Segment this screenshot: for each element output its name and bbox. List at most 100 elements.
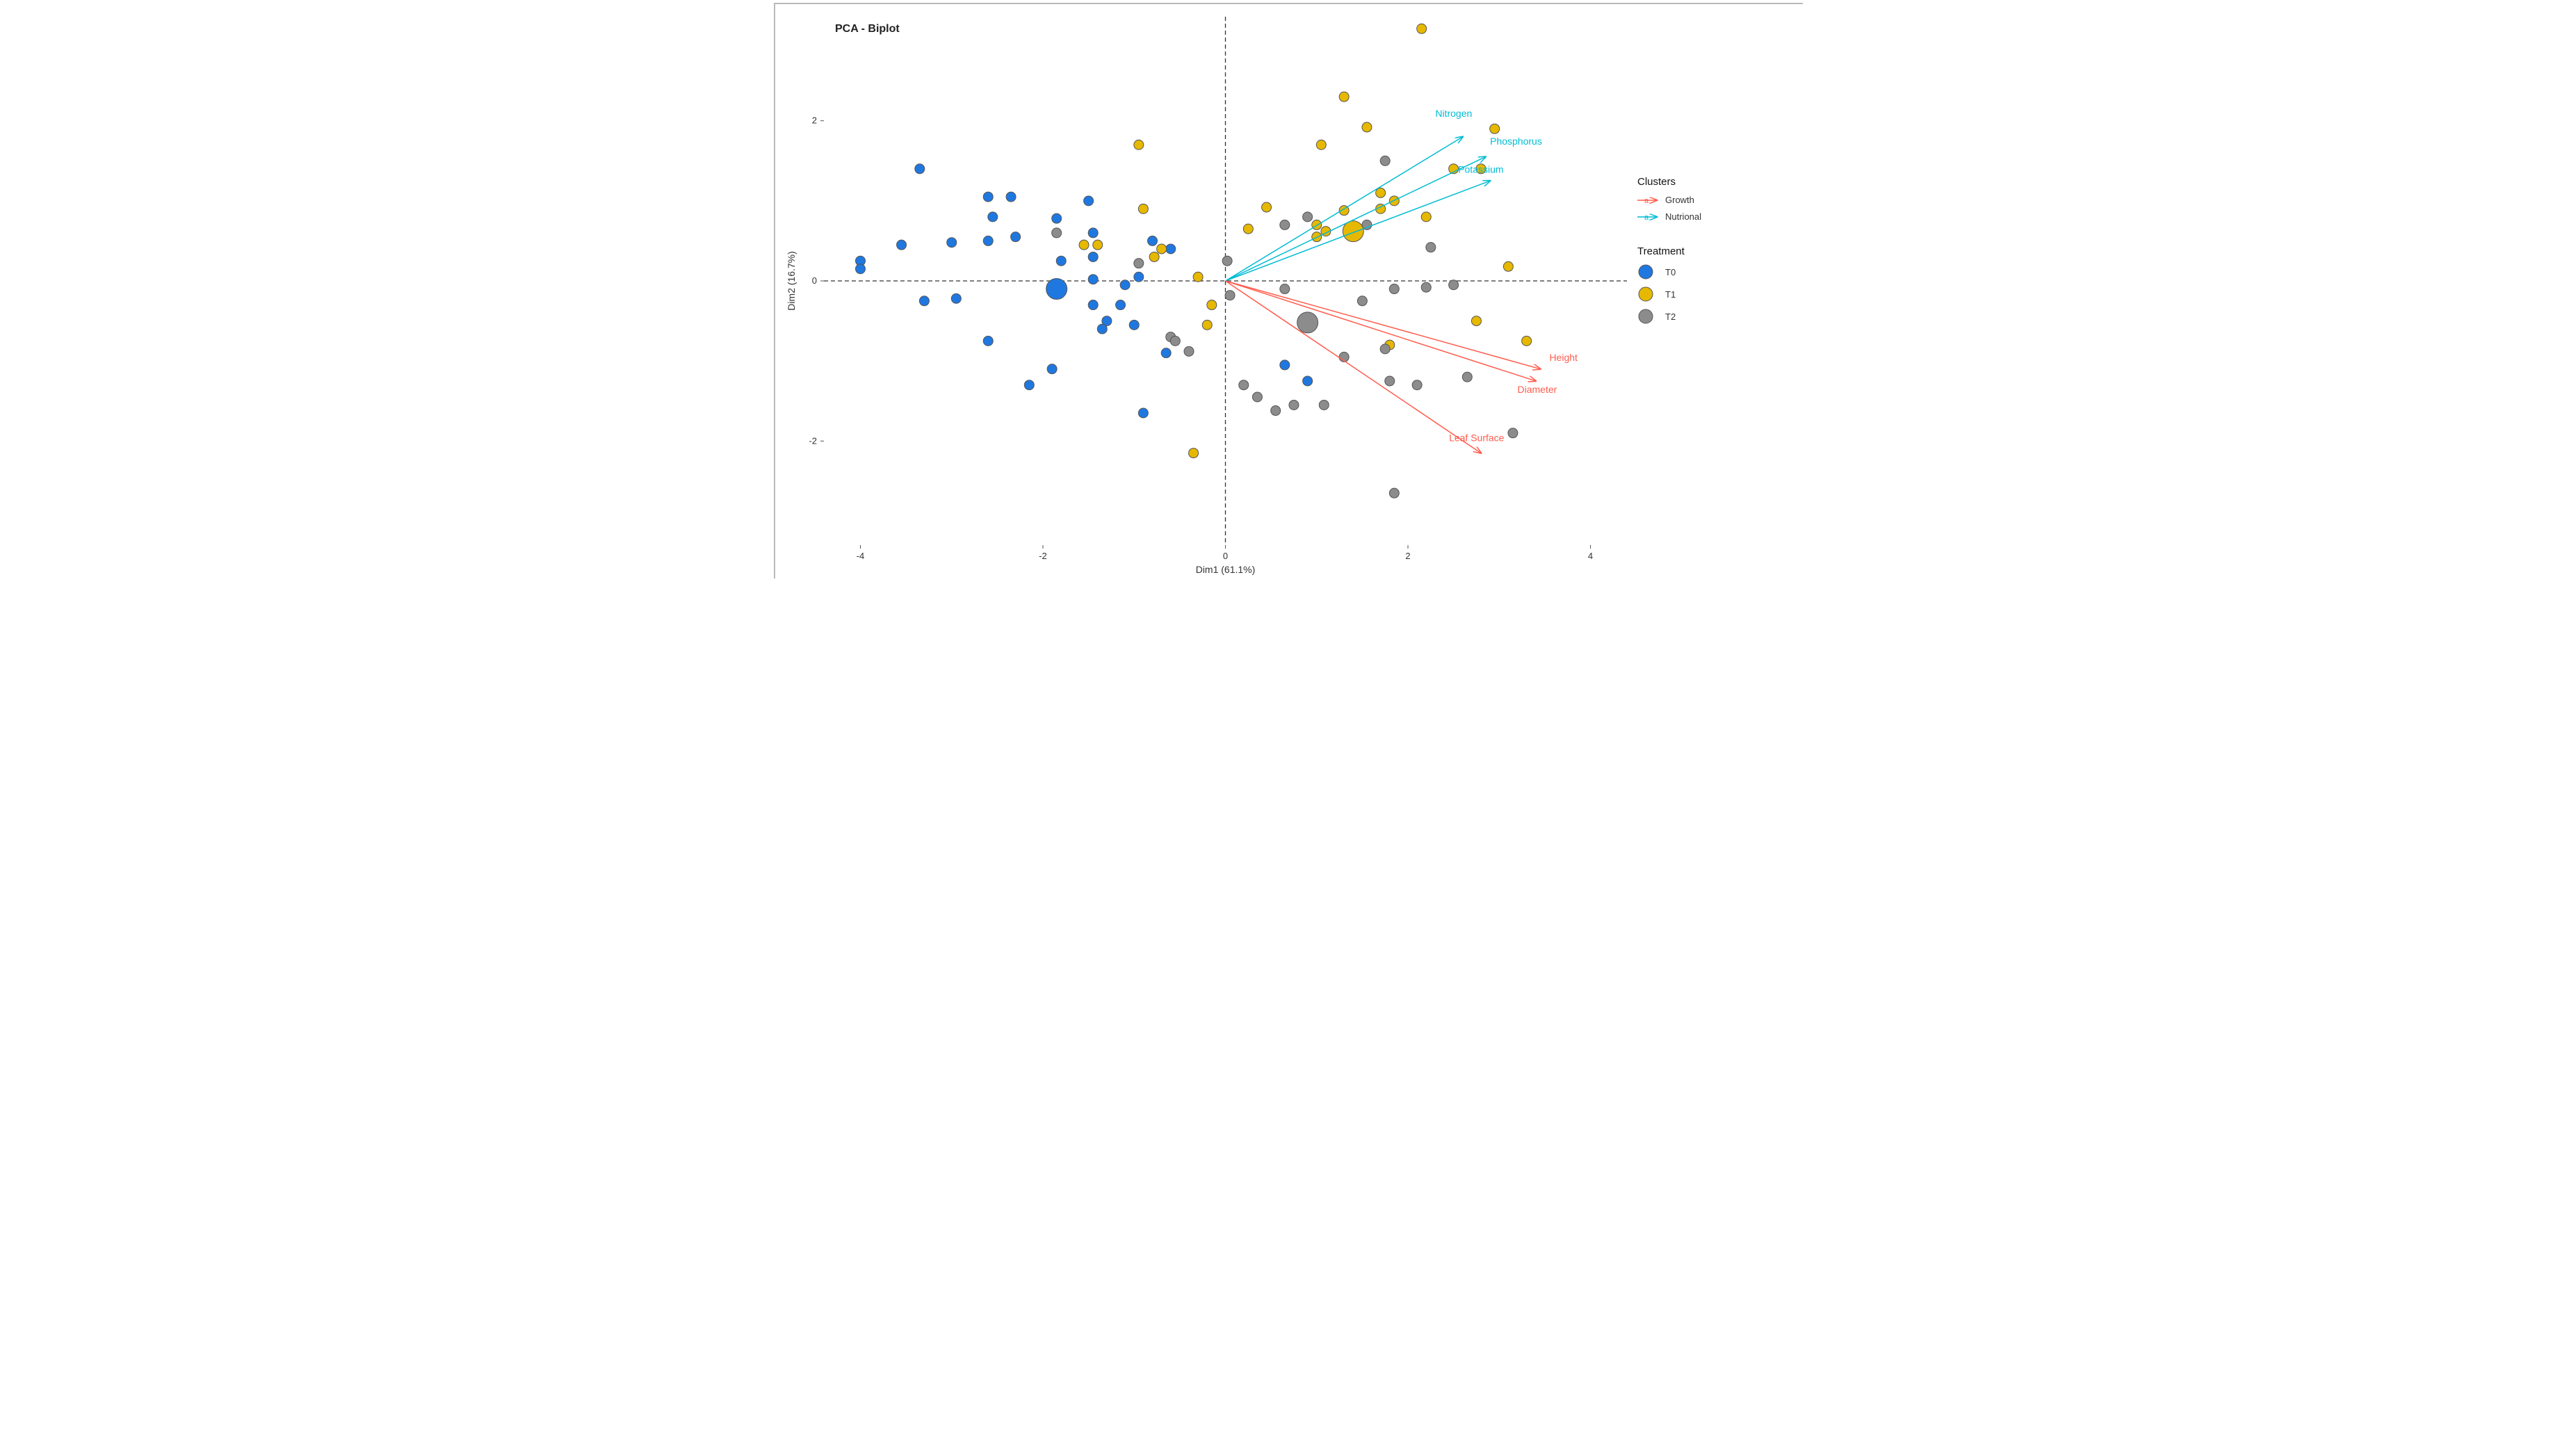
vector-label: Diameter xyxy=(1517,384,1557,395)
legend-clusters-title: Clusters xyxy=(1637,176,1676,188)
point-T2 xyxy=(1380,156,1390,165)
legend-treatment-item: T0 xyxy=(1665,267,1676,277)
point-T2 xyxy=(1252,392,1262,402)
point-T0 xyxy=(951,293,961,303)
point-T1 xyxy=(1316,140,1326,149)
point-T1 xyxy=(1503,261,1513,271)
point-T0 xyxy=(1083,196,1093,206)
xtick-label: 0 xyxy=(1222,551,1227,561)
point-T0 xyxy=(1088,275,1098,284)
point-T1 xyxy=(1243,224,1253,234)
point-T0 xyxy=(1056,256,1066,266)
point-T0 xyxy=(1133,272,1143,282)
legend-circle-icon xyxy=(1639,309,1653,323)
point-T2 xyxy=(1462,372,1472,382)
point-T0 xyxy=(1120,280,1130,290)
point-T0 xyxy=(987,212,997,222)
point-T0 xyxy=(1138,408,1148,418)
point-T1 xyxy=(1489,124,1499,134)
point-T2 xyxy=(1133,259,1143,268)
legend-treatment-item: T2 xyxy=(1665,312,1676,322)
vector-label: Potassium xyxy=(1458,164,1503,175)
point-T1 xyxy=(1261,202,1271,212)
point-T2 xyxy=(1425,243,1435,252)
point-T2 xyxy=(1507,428,1517,438)
point-T0 xyxy=(919,296,929,306)
point-T2 xyxy=(1051,228,1061,238)
point-T2 xyxy=(1389,284,1399,294)
xtick-label: -2 xyxy=(1039,551,1047,561)
point-T2 xyxy=(1270,406,1280,416)
point-T0 xyxy=(1147,236,1157,245)
figure-frame: PCA - Biplot Nitrogen Phosphorus Potassium H… xyxy=(774,3,1803,579)
point-T1 xyxy=(1375,188,1385,197)
vector-label: Nitrogen xyxy=(1435,108,1472,119)
point-T2 xyxy=(1389,488,1399,498)
point-T0 xyxy=(1165,244,1175,254)
point-T1 xyxy=(1156,244,1166,254)
point-T2 xyxy=(1384,376,1394,386)
point-T0 xyxy=(855,264,865,274)
point-T2 xyxy=(1238,380,1248,390)
legend-cluster-item: Growth xyxy=(1665,195,1694,205)
point-T0 xyxy=(1010,232,1020,242)
point-T1 xyxy=(1471,316,1481,326)
centroid-T2 xyxy=(1297,312,1318,333)
legend-cluster-item: Nutrional xyxy=(1665,211,1701,222)
point-T1 xyxy=(1311,220,1321,229)
point-T1 xyxy=(1149,252,1159,261)
xtick-label: 2 xyxy=(1405,551,1410,561)
vector-label: Phosphorus xyxy=(1490,136,1542,147)
vector-label: Leaf Surface xyxy=(1449,432,1505,443)
point-T2 xyxy=(1222,256,1232,266)
point-T2 xyxy=(1380,344,1390,354)
point-T1 xyxy=(1188,448,1198,458)
point-T1 xyxy=(1193,272,1203,282)
point-T1 xyxy=(1133,140,1143,149)
point-T2 xyxy=(1412,380,1422,390)
point-T0 xyxy=(1088,228,1098,238)
point-T0 xyxy=(1006,192,1016,202)
xlabel: Dim1 (61.1%) xyxy=(1195,564,1255,575)
point-T0 xyxy=(946,238,956,248)
point-T2 xyxy=(1288,400,1298,410)
point-T2 xyxy=(1184,346,1194,356)
legend-treatment-title: Treatment xyxy=(1637,245,1685,257)
ytick-label: 0 xyxy=(811,275,816,286)
legend-circle-icon xyxy=(1639,287,1653,301)
point-T1 xyxy=(1416,24,1426,33)
point-T2 xyxy=(1279,284,1289,294)
point-T0 xyxy=(896,240,906,250)
xtick-label: 4 xyxy=(1587,551,1592,561)
legend-arrow-a: a xyxy=(1644,213,1649,222)
point-T1 xyxy=(1361,122,1371,132)
point-T2 xyxy=(1319,400,1329,410)
point-T2 xyxy=(1357,296,1367,306)
legend-treatment-item: T1 xyxy=(1665,289,1676,300)
centroid-T0 xyxy=(1046,279,1067,300)
point-T0 xyxy=(1161,348,1171,358)
point-T0 xyxy=(1115,300,1125,310)
point-T2 xyxy=(1225,291,1235,300)
point-T0 xyxy=(1097,324,1107,334)
ytick-label: -2 xyxy=(809,435,817,446)
point-T1 xyxy=(1521,336,1531,346)
point-T1 xyxy=(1339,92,1349,102)
xtick-label: -4 xyxy=(856,551,864,561)
point-T2 xyxy=(1302,212,1312,222)
ytick-label: 2 xyxy=(811,115,816,126)
ylabel: Dim2 (16.7%) xyxy=(786,251,797,311)
point-T2 xyxy=(1279,220,1289,229)
vector-label: Height xyxy=(1549,352,1578,363)
point-T0 xyxy=(1088,300,1098,310)
point-T0 xyxy=(1129,320,1139,330)
point-T0 xyxy=(1302,376,1312,386)
point-T0 xyxy=(983,236,993,245)
point-T1 xyxy=(1092,240,1102,250)
point-T0 xyxy=(1024,380,1034,390)
point-T0 xyxy=(1279,360,1289,370)
point-T0 xyxy=(1088,252,1098,261)
point-T2 xyxy=(1170,336,1180,346)
plot-title: PCA - Biplot xyxy=(835,23,900,35)
point-T0 xyxy=(1051,213,1061,223)
